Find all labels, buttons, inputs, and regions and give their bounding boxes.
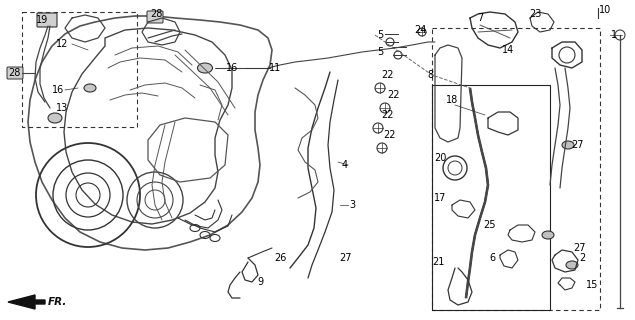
Text: 22: 22 — [382, 70, 394, 80]
Text: 14: 14 — [502, 45, 514, 55]
Text: 22: 22 — [384, 130, 396, 140]
Text: 22: 22 — [387, 90, 399, 100]
Ellipse shape — [566, 261, 578, 269]
FancyBboxPatch shape — [7, 67, 23, 79]
FancyBboxPatch shape — [37, 13, 57, 27]
Ellipse shape — [48, 113, 62, 123]
Text: 27: 27 — [338, 253, 351, 263]
Bar — [432, 85, 550, 310]
Text: 21: 21 — [432, 257, 444, 267]
Text: FR.: FR. — [48, 297, 67, 307]
Text: 28: 28 — [150, 9, 162, 19]
Text: 6: 6 — [489, 253, 495, 263]
Ellipse shape — [542, 231, 554, 239]
Text: 24: 24 — [414, 25, 426, 35]
Text: 18: 18 — [446, 95, 458, 105]
Text: 19: 19 — [36, 15, 48, 25]
Text: 23: 23 — [529, 9, 541, 19]
Text: 15: 15 — [586, 280, 598, 290]
Text: 17: 17 — [434, 193, 446, 203]
Text: 12: 12 — [56, 39, 68, 49]
Text: 8: 8 — [427, 70, 433, 80]
Bar — [432, 28, 600, 310]
Text: 20: 20 — [434, 153, 446, 163]
Polygon shape — [8, 295, 45, 309]
Text: 7: 7 — [477, 13, 483, 23]
Text: 26: 26 — [274, 253, 286, 263]
Text: 27: 27 — [574, 243, 586, 253]
Text: 16: 16 — [52, 85, 64, 95]
Ellipse shape — [84, 84, 96, 92]
Text: 5: 5 — [377, 47, 383, 57]
Text: 25: 25 — [484, 220, 496, 230]
Text: 10: 10 — [599, 5, 611, 15]
Text: 9: 9 — [257, 277, 263, 287]
Text: 4: 4 — [342, 160, 348, 170]
Text: 3: 3 — [349, 200, 355, 210]
Text: 27: 27 — [572, 140, 584, 150]
Text: 22: 22 — [382, 110, 394, 120]
Text: 16: 16 — [226, 63, 238, 73]
FancyBboxPatch shape — [147, 11, 163, 23]
Text: 2: 2 — [579, 253, 585, 263]
Text: 11: 11 — [269, 63, 281, 73]
Bar — [22, 12, 137, 127]
Text: 28: 28 — [8, 68, 20, 78]
Text: 1: 1 — [611, 30, 617, 40]
Text: 5: 5 — [377, 30, 383, 40]
Text: 13: 13 — [56, 103, 68, 113]
Ellipse shape — [562, 141, 574, 149]
Ellipse shape — [197, 63, 213, 73]
